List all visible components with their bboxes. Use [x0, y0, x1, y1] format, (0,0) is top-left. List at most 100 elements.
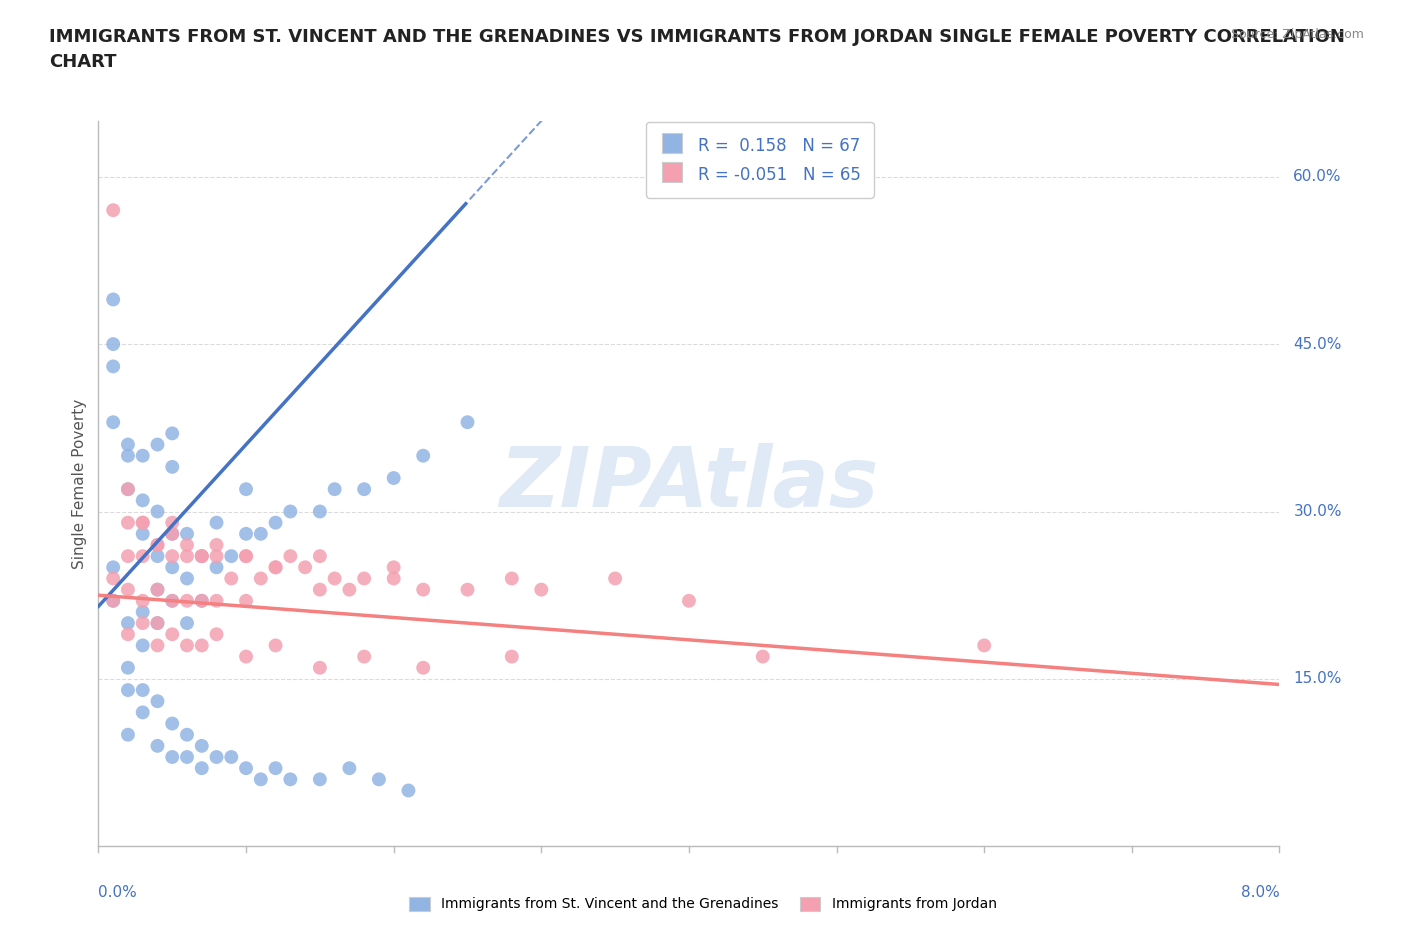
- Point: [176, 571, 198, 586]
- Legend: Immigrants from St. Vincent and the Grenadines, Immigrants from Jordan: Immigrants from St. Vincent and the Gren…: [402, 890, 1004, 919]
- Point: [117, 482, 139, 497]
- Point: [103, 415, 125, 430]
- Point: [235, 526, 257, 541]
- Point: [191, 638, 214, 653]
- Point: [309, 504, 332, 519]
- Point: [382, 560, 405, 575]
- Point: [398, 783, 420, 798]
- Point: [412, 660, 434, 675]
- Point: [162, 526, 183, 541]
- Point: [162, 593, 183, 608]
- Point: [280, 504, 302, 519]
- Point: [250, 526, 273, 541]
- Point: [235, 482, 257, 497]
- Point: [117, 448, 139, 463]
- Point: [162, 593, 183, 608]
- Point: [117, 549, 139, 564]
- Point: [205, 549, 228, 564]
- Point: [132, 515, 155, 530]
- Text: ZIPAtlas: ZIPAtlas: [499, 443, 879, 525]
- Point: [117, 727, 139, 742]
- Point: [103, 292, 125, 307]
- Point: [323, 571, 346, 586]
- Point: [162, 627, 183, 642]
- Point: [250, 772, 273, 787]
- Point: [132, 549, 155, 564]
- Text: IMMIGRANTS FROM ST. VINCENT AND THE GRENADINES VS IMMIGRANTS FROM JORDAN SINGLE : IMMIGRANTS FROM ST. VINCENT AND THE GREN…: [49, 28, 1346, 71]
- Point: [117, 660, 139, 675]
- Point: [103, 203, 125, 218]
- Point: [132, 683, 155, 698]
- Point: [752, 649, 775, 664]
- Point: [132, 448, 155, 463]
- Point: [117, 582, 139, 597]
- Point: [191, 549, 214, 564]
- Point: [205, 560, 228, 575]
- Point: [457, 582, 479, 597]
- Point: [339, 582, 361, 597]
- Point: [117, 616, 139, 631]
- Point: [339, 761, 361, 776]
- Point: [973, 638, 995, 653]
- Point: [146, 582, 169, 597]
- Point: [162, 716, 183, 731]
- Point: [191, 738, 214, 753]
- Text: 8.0%: 8.0%: [1240, 885, 1279, 900]
- Point: [146, 694, 169, 709]
- Point: [146, 549, 169, 564]
- Point: [678, 593, 700, 608]
- Point: [146, 616, 169, 631]
- Text: Source: ZipAtlas.com: Source: ZipAtlas.com: [1230, 28, 1364, 41]
- Point: [146, 738, 169, 753]
- Point: [353, 482, 375, 497]
- Point: [117, 515, 139, 530]
- Point: [191, 549, 214, 564]
- Point: [280, 772, 302, 787]
- Point: [191, 549, 214, 564]
- Point: [146, 616, 169, 631]
- Point: [103, 571, 125, 586]
- Point: [309, 660, 332, 675]
- Point: [176, 549, 198, 564]
- Point: [117, 437, 139, 452]
- Text: 15.0%: 15.0%: [1294, 671, 1341, 686]
- Point: [103, 593, 125, 608]
- Point: [294, 560, 316, 575]
- Point: [132, 526, 155, 541]
- Point: [264, 515, 287, 530]
- Point: [162, 549, 183, 564]
- Point: [309, 772, 332, 787]
- Point: [176, 616, 198, 631]
- Point: [132, 593, 155, 608]
- Point: [264, 560, 287, 575]
- Point: [146, 437, 169, 452]
- Point: [235, 549, 257, 564]
- Point: [221, 549, 243, 564]
- Point: [323, 482, 346, 497]
- Point: [146, 538, 169, 552]
- Point: [132, 616, 155, 631]
- Text: 45.0%: 45.0%: [1294, 337, 1341, 352]
- Point: [103, 593, 125, 608]
- Point: [176, 526, 198, 541]
- Text: 60.0%: 60.0%: [1294, 169, 1341, 184]
- Point: [132, 493, 155, 508]
- Legend: R =  0.158   N = 67, R = -0.051   N = 65: R = 0.158 N = 67, R = -0.051 N = 65: [645, 122, 873, 198]
- Point: [280, 549, 302, 564]
- Point: [103, 337, 125, 352]
- Point: [205, 750, 228, 764]
- Point: [205, 515, 228, 530]
- Point: [221, 571, 243, 586]
- Point: [382, 571, 405, 586]
- Point: [235, 649, 257, 664]
- Point: [162, 515, 183, 530]
- Point: [205, 627, 228, 642]
- Point: [264, 638, 287, 653]
- Point: [117, 627, 139, 642]
- Point: [264, 560, 287, 575]
- Point: [146, 538, 169, 552]
- Point: [353, 571, 375, 586]
- Point: [264, 761, 287, 776]
- Point: [146, 504, 169, 519]
- Point: [191, 593, 214, 608]
